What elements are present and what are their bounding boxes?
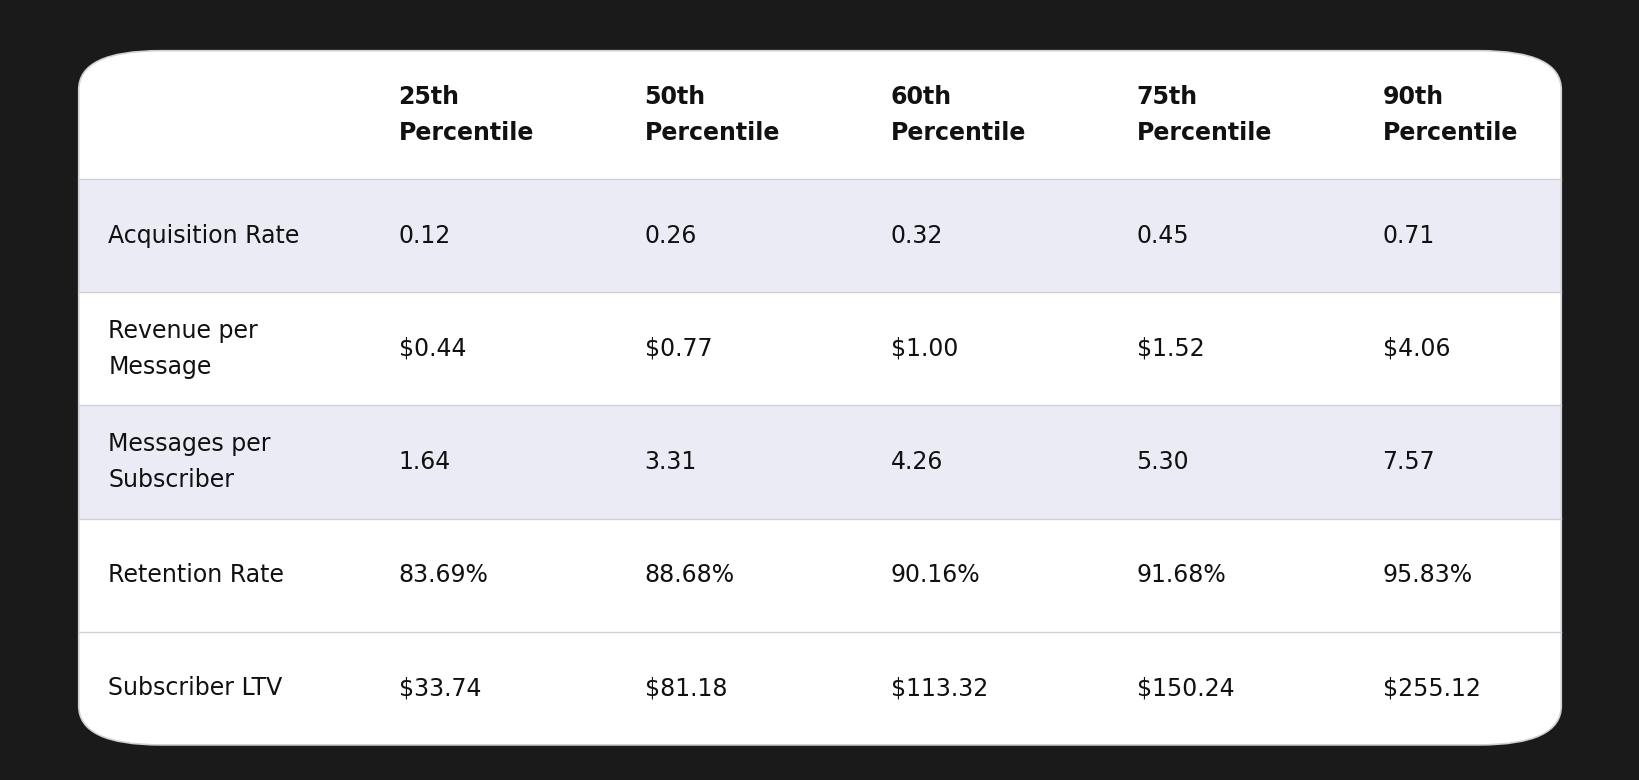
Text: $1.52: $1.52 bbox=[1136, 337, 1203, 361]
Text: 95.83%: 95.83% bbox=[1382, 563, 1472, 587]
Text: 7.57: 7.57 bbox=[1382, 450, 1434, 474]
Text: Retention Rate: Retention Rate bbox=[108, 563, 284, 587]
Text: 5.30: 5.30 bbox=[1136, 450, 1188, 474]
Text: 0.26: 0.26 bbox=[644, 224, 697, 248]
Text: 90th
Percentile: 90th Percentile bbox=[1382, 85, 1518, 144]
Text: $150.24: $150.24 bbox=[1136, 676, 1234, 700]
Text: Subscriber LTV: Subscriber LTV bbox=[108, 676, 282, 700]
Text: 3.31: 3.31 bbox=[644, 450, 697, 474]
Bar bbox=[79, 179, 1560, 292]
Text: 0.45: 0.45 bbox=[1136, 224, 1188, 248]
Text: $33.74: $33.74 bbox=[398, 676, 480, 700]
Text: $0.44: $0.44 bbox=[398, 337, 465, 361]
Text: 90.16%: 90.16% bbox=[890, 563, 980, 587]
Text: 4.26: 4.26 bbox=[890, 450, 942, 474]
Text: 0.71: 0.71 bbox=[1382, 224, 1434, 248]
Text: Messages per
Subscriber: Messages per Subscriber bbox=[108, 432, 270, 491]
Text: 50th
Percentile: 50th Percentile bbox=[644, 85, 780, 144]
FancyBboxPatch shape bbox=[79, 51, 1560, 745]
Text: 88.68%: 88.68% bbox=[644, 563, 734, 587]
Text: 25th
Percentile: 25th Percentile bbox=[398, 85, 534, 144]
Text: Acquisition Rate: Acquisition Rate bbox=[108, 224, 300, 248]
Text: $0.77: $0.77 bbox=[644, 337, 711, 361]
Text: 91.68%: 91.68% bbox=[1136, 563, 1226, 587]
Text: $113.32: $113.32 bbox=[890, 676, 987, 700]
Bar bbox=[79, 406, 1560, 519]
Text: $81.18: $81.18 bbox=[644, 676, 726, 700]
Text: 0.12: 0.12 bbox=[398, 224, 451, 248]
Text: $4.06: $4.06 bbox=[1382, 337, 1449, 361]
Text: 0.32: 0.32 bbox=[890, 224, 942, 248]
Text: $255.12: $255.12 bbox=[1382, 676, 1480, 700]
Text: 60th
Percentile: 60th Percentile bbox=[890, 85, 1026, 144]
Text: 1.64: 1.64 bbox=[398, 450, 451, 474]
Text: 75th
Percentile: 75th Percentile bbox=[1136, 85, 1272, 144]
Text: Revenue per
Message: Revenue per Message bbox=[108, 319, 257, 378]
Text: 83.69%: 83.69% bbox=[398, 563, 488, 587]
Text: $1.00: $1.00 bbox=[890, 337, 957, 361]
